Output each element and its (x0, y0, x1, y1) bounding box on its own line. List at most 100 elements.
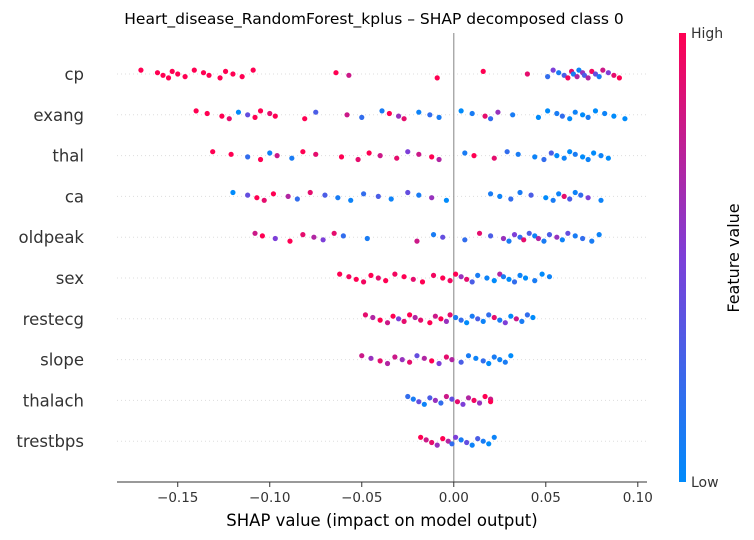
shap-point-cp (556, 70, 562, 76)
shap-point-oldpeak (554, 234, 560, 240)
feature-rows: cp exang thal ca oldpeak sex restecg slope thala… (16, 65, 647, 451)
shap-point-exang (267, 110, 273, 117)
shap-point-cp (434, 75, 440, 81)
shap-point-ca (245, 192, 251, 198)
shap-point-slope (497, 357, 503, 363)
shap-point-restecg (486, 312, 492, 318)
shap-point-cp (222, 68, 229, 74)
shap-point-cp (217, 75, 223, 81)
shap-point-slope (491, 354, 497, 360)
shap-point-exang (235, 109, 242, 115)
shap-point-ca (405, 189, 411, 196)
shap-point-cp (239, 74, 245, 80)
shap-point-trestbps (469, 442, 475, 448)
shap-point-thalach (449, 396, 455, 402)
x-tick-label: 0.00 (439, 490, 469, 506)
feature-label-ca: ca (65, 187, 84, 206)
shap-point-thal (554, 153, 560, 159)
shap-point-thal (274, 153, 280, 159)
shap-point-trestbps (434, 442, 440, 448)
shap-point-exang (219, 113, 225, 119)
shap-point-sex (346, 274, 352, 280)
shap-point-thal (585, 156, 591, 163)
shap-point-sex (522, 275, 529, 281)
x-axis-label: SHAP value (impact on model output) (226, 511, 537, 530)
shap-point-cp (346, 72, 352, 78)
shap-point-thal (338, 154, 345, 160)
shap-point-trestbps (458, 437, 464, 443)
shap-point-oldpeak (252, 230, 258, 236)
x-tick-label: 0.05 (531, 490, 561, 506)
shap-point-sex (430, 272, 437, 278)
shap-point-ca (254, 195, 260, 201)
shap-point-exang (359, 114, 365, 120)
shap-point-restecg (427, 320, 433, 326)
shap-point-restecg (469, 313, 475, 319)
shap-point-sex (517, 272, 523, 278)
shap-point-thal (366, 150, 372, 156)
shap-point-slope (508, 353, 514, 359)
x-tick-label: −0.15 (157, 490, 198, 506)
shap-point-ca (598, 197, 604, 203)
x-tick-label: 0.10 (623, 490, 653, 506)
feature-label-thalach: thalach (23, 391, 84, 410)
shap-point-restecg (497, 317, 503, 323)
shap-point-ca (322, 192, 328, 198)
shap-point-slope (502, 359, 508, 365)
shap-point-sex (353, 276, 359, 282)
shap-point-oldpeak (506, 238, 512, 244)
shap-point-thal (541, 156, 547, 163)
shap-point-thal (561, 155, 567, 161)
shap-point-ca (348, 197, 354, 203)
shap-point-restecg (395, 316, 402, 322)
shap-point-oldpeak (272, 235, 278, 242)
shap-point-sex (453, 271, 459, 277)
shap-point-ca (556, 191, 562, 197)
shap-point-thalach (476, 400, 483, 406)
shap-point-exang (579, 112, 586, 118)
shap-point-ca (550, 197, 556, 203)
shap-point-sex (491, 278, 497, 284)
shap-point-thal (605, 155, 611, 161)
shap-point-thal (591, 150, 597, 156)
shap-point-exang (344, 112, 350, 118)
shap-point-oldpeak (440, 234, 446, 240)
shap-point-thal (471, 153, 477, 159)
shap-point-restecg (502, 320, 508, 326)
shap-point-restecg (508, 313, 514, 319)
shap-point-exang (495, 109, 501, 115)
shap-point-cp (570, 71, 576, 77)
shap-point-restecg (464, 320, 470, 326)
shap-point-cp (230, 71, 236, 77)
shap-point-exang (622, 116, 628, 122)
shap-point-ca (561, 193, 567, 199)
shap-point-thalach (443, 393, 450, 400)
shap-point-restecg (418, 317, 424, 323)
shap-point-sex (401, 274, 407, 280)
shap-point-oldpeak (572, 233, 578, 239)
shap-point-sex (392, 271, 398, 277)
shap-point-restecg (370, 314, 376, 321)
shap-point-sex (500, 274, 507, 280)
shap-point-trestbps (464, 439, 470, 446)
shap-point-exang (436, 114, 442, 120)
shap-point-thal (257, 156, 264, 163)
shap-point-oldpeak (579, 235, 586, 242)
shap-point-restecg (513, 316, 519, 322)
shap-point-sex (337, 271, 343, 277)
shap-point-trestbps (475, 436, 481, 442)
shap-point-slope (392, 354, 398, 360)
shap-point-thal (532, 154, 538, 160)
shap-point-oldpeak (526, 230, 532, 236)
shap-point-thal (579, 154, 586, 160)
shap-points (138, 67, 628, 448)
shap-point-slope (421, 355, 427, 361)
shap-point-thal (267, 150, 273, 156)
shap-point-oldpeak (430, 232, 437, 238)
feature-label-thal: thal (52, 147, 84, 166)
shap-point-cp (480, 68, 486, 74)
shap-point-slope (384, 360, 391, 367)
shap-point-sex (368, 272, 374, 278)
shap-point-exang (386, 110, 392, 117)
shap-point-cp (585, 75, 591, 81)
